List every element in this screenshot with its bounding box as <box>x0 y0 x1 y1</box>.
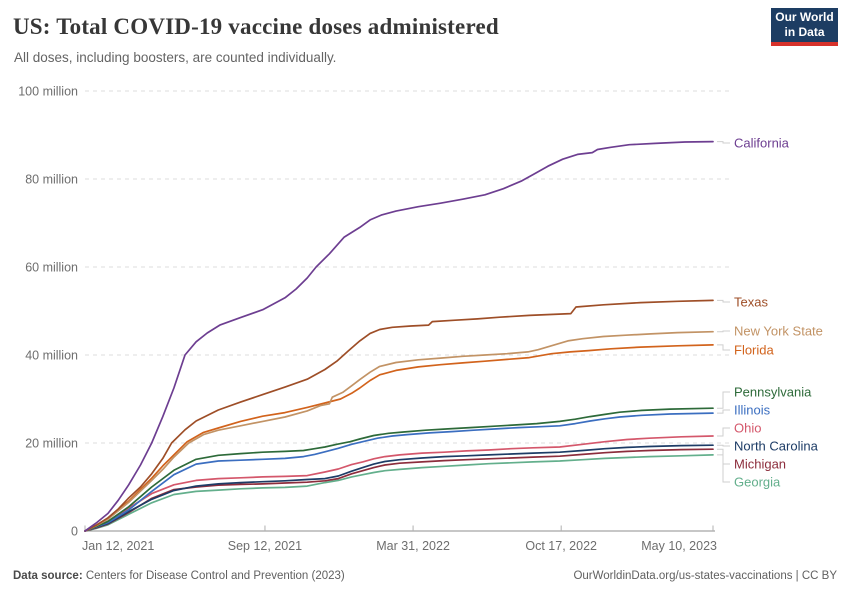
label-connector-georgia <box>717 454 730 483</box>
series-line-florida[interactable] <box>84 344 714 532</box>
series-label-ohio[interactable]: Ohio <box>734 421 761 436</box>
label-connector-texas <box>717 299 730 303</box>
data-source-label: Data source: <box>13 570 83 582</box>
label-connector-pennsylvania <box>717 391 730 409</box>
label-connector-new-york-state <box>717 330 730 333</box>
series-line-texas[interactable] <box>84 299 714 532</box>
series-line-north-carolina[interactable] <box>84 444 714 532</box>
series-line-california[interactable] <box>84 140 714 532</box>
series-line-ohio[interactable] <box>84 435 714 532</box>
data-source-note: Data source: Centers for Disease Control… <box>13 570 345 582</box>
data-source-text: Centers for Disease Control and Preventi… <box>82 570 345 582</box>
attribution-link[interactable]: OurWorldinData.org/us-states-vaccination… <box>573 570 837 582</box>
series-line-illinois[interactable] <box>84 412 714 532</box>
y-tick-label-80: 80 million <box>25 173 78 187</box>
series-line-new-york-state[interactable] <box>84 330 714 532</box>
series-label-texas[interactable]: Texas <box>734 295 768 310</box>
x-tick-label-oct-17-2022: Oct 17, 2022 <box>525 539 597 553</box>
y-tick-label-0: 0 <box>71 525 78 539</box>
series-label-illinois[interactable]: Illinois <box>734 403 771 418</box>
owid-logo-line1: Our World <box>775 10 834 24</box>
page-subtitle: All doses, including boosters, are count… <box>14 50 337 65</box>
owid-logo[interactable]: Our World in Data <box>771 8 838 46</box>
series-label-pennsylvania[interactable]: Pennsylvania <box>734 385 812 400</box>
page-title: US: Total COVID-19 vaccine doses adminis… <box>13 14 499 39</box>
series-label-new-york-state[interactable]: New York State <box>734 324 823 339</box>
x-tick-label-jan-12-2021: Jan 12, 2021 <box>82 539 154 553</box>
series-label-california[interactable]: California <box>734 136 790 151</box>
label-connector-ohio <box>717 427 730 437</box>
y-tick-label-60: 60 million <box>25 261 78 275</box>
label-connector-illinois <box>717 409 730 414</box>
y-tick-label-100: 100 million <box>18 85 78 99</box>
x-tick-label-mar-31-2022: Mar 31, 2022 <box>376 539 450 553</box>
y-tick-label-20: 20 million <box>25 437 78 451</box>
x-tick-label-may-10-2023: May 10, 2023 <box>641 539 717 553</box>
label-connector-florida <box>717 344 730 351</box>
series-label-michigan[interactable]: Michigan <box>734 457 786 472</box>
owid-logo-line2: in Data <box>784 25 825 39</box>
label-connector-north-carolina <box>717 444 730 447</box>
series-line-pennsylvania[interactable] <box>84 407 714 532</box>
series-label-florida[interactable]: Florida <box>734 343 775 358</box>
series-line-georgia[interactable] <box>84 454 714 532</box>
x-tick-label-sep-12-2021: Sep 12, 2021 <box>228 539 302 553</box>
series-label-georgia[interactable]: Georgia <box>734 475 781 490</box>
label-connector-california <box>717 141 730 144</box>
series-label-north-carolina[interactable]: North Carolina <box>734 439 819 454</box>
y-tick-label-40: 40 million <box>25 349 78 363</box>
